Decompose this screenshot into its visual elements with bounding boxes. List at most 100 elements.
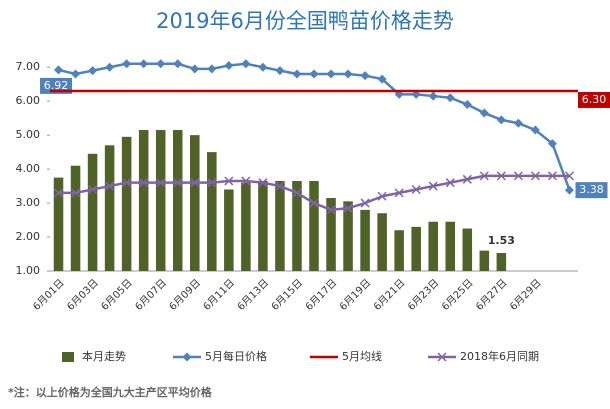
chart-title: 2019年6月份全国鸭苗价格走势: [156, 9, 454, 33]
marker: [377, 74, 387, 84]
marker: [241, 59, 251, 69]
marker: [53, 188, 64, 198]
x-tick-label: 6月03日: [65, 277, 101, 313]
marker: [530, 125, 540, 135]
marker: [224, 176, 234, 186]
marker: [139, 178, 149, 188]
marker: [564, 171, 575, 181]
marker: [207, 64, 217, 74]
legend-swatch: [62, 352, 74, 362]
y-tick-label: 7.00: [16, 60, 41, 73]
marker: [496, 171, 506, 181]
x-tick-label: 6月05日: [99, 277, 135, 313]
marker: [292, 69, 302, 79]
line: [58, 62, 571, 191]
marker: [156, 59, 166, 69]
bar: [172, 130, 183, 271]
bar: [104, 145, 115, 271]
marker: [326, 69, 336, 79]
marker: [71, 69, 81, 79]
marker: [479, 171, 489, 181]
bar: [207, 152, 217, 271]
value-label: 1.53: [488, 234, 515, 247]
x-tick-label: 6月09日: [167, 277, 203, 313]
marker: [326, 205, 336, 215]
legend-label: 5月均线: [342, 349, 382, 363]
bar: [326, 197, 336, 271]
marker: [122, 178, 132, 188]
marker: [88, 66, 98, 76]
marker: [190, 64, 200, 74]
marker: [496, 115, 506, 125]
marker: [513, 171, 523, 181]
marker: [224, 60, 234, 70]
x-tick-label: 6月21日: [371, 277, 407, 313]
value-label: 6.92: [44, 79, 69, 92]
marker: [309, 69, 319, 79]
bar: [275, 180, 285, 271]
footnote: *注：以上价格为全国九大主产区平均价格: [8, 385, 213, 399]
marker: [394, 188, 404, 198]
bar: [479, 250, 490, 271]
marker: [54, 65, 64, 75]
x-tick-label: 6月25日: [439, 277, 475, 313]
marker: [445, 178, 455, 188]
marker: [513, 118, 523, 128]
marker: [309, 198, 319, 208]
x-tick-label: 6月01日: [31, 277, 67, 313]
bar: [70, 165, 81, 271]
marker: [88, 184, 98, 195]
bar: [224, 189, 234, 271]
marker: [71, 188, 81, 198]
marker: [428, 181, 438, 191]
marker: [343, 69, 353, 79]
x-tick-label: 6月15日: [269, 277, 305, 313]
x-tick-label: 6月23日: [405, 277, 441, 313]
value-label: 6.30: [582, 93, 607, 106]
bar: [138, 130, 149, 271]
marker: [122, 59, 132, 69]
marker: [445, 93, 455, 103]
marker: [547, 139, 557, 149]
x-tick-label: 6月19日: [337, 277, 373, 313]
marker: [207, 178, 217, 188]
bar: [241, 182, 251, 271]
marker: [139, 59, 149, 69]
value-label-box: [578, 91, 610, 108]
bar: [394, 230, 404, 271]
marker: [564, 185, 574, 195]
marker: [411, 184, 421, 195]
bar: [53, 177, 64, 271]
marker: [190, 178, 200, 188]
bar: [411, 226, 421, 271]
marker: [377, 191, 387, 201]
y-tick-label: 2.00: [16, 230, 41, 243]
bar: [309, 180, 319, 271]
marker: [428, 91, 438, 101]
x-tick-label: 6月11日: [201, 277, 237, 313]
marker: [105, 181, 115, 191]
bar: [258, 180, 268, 271]
bar: [292, 180, 302, 271]
bar: [496, 252, 507, 271]
marker: [462, 100, 472, 110]
y-tick-label: 1.00: [16, 264, 41, 277]
marker: [479, 108, 489, 118]
legend-label: 2018年6月同期: [460, 349, 539, 363]
value-label-box: [575, 182, 608, 199]
legend-label: 本月走势: [82, 349, 126, 363]
y-tick-label: 4.00: [16, 162, 41, 175]
legend-marker: [437, 352, 447, 362]
marker: [258, 62, 268, 72]
y-tick-label: 6.00: [16, 94, 41, 107]
bar: [360, 209, 370, 271]
x-tick-label: 6月27日: [473, 277, 509, 313]
marker: [275, 181, 285, 191]
x-tick-label: 6月07日: [133, 277, 169, 313]
marker: [462, 174, 472, 184]
marker: [156, 178, 166, 188]
x-tick-label: 6月29日: [508, 277, 544, 313]
bar: [87, 153, 98, 271]
marker: [530, 171, 540, 181]
